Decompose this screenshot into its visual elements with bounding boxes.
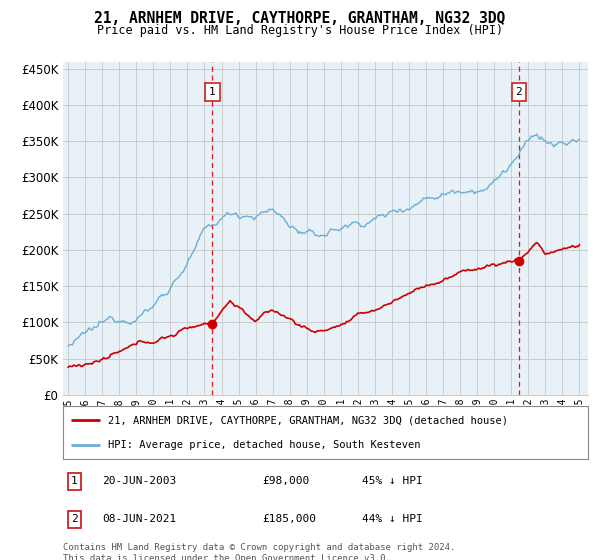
Text: Price paid vs. HM Land Registry's House Price Index (HPI): Price paid vs. HM Land Registry's House … (97, 24, 503, 36)
Text: £185,000: £185,000 (263, 514, 317, 524)
Text: 08-JUN-2021: 08-JUN-2021 (103, 514, 176, 524)
Text: 2: 2 (71, 514, 77, 524)
Text: 20-JUN-2003: 20-JUN-2003 (103, 477, 176, 487)
Text: 45% ↓ HPI: 45% ↓ HPI (362, 477, 423, 487)
Text: 21, ARNHEM DRIVE, CAYTHORPE, GRANTHAM, NG32 3DQ: 21, ARNHEM DRIVE, CAYTHORPE, GRANTHAM, N… (94, 11, 506, 26)
Text: HPI: Average price, detached house, South Kesteven: HPI: Average price, detached house, Sout… (107, 440, 420, 450)
Text: 1: 1 (71, 477, 77, 487)
Text: £98,000: £98,000 (263, 477, 310, 487)
Text: 1: 1 (209, 87, 216, 97)
Text: Contains HM Land Registry data © Crown copyright and database right 2024.
This d: Contains HM Land Registry data © Crown c… (63, 543, 455, 560)
Text: 21, ARNHEM DRIVE, CAYTHORPE, GRANTHAM, NG32 3DQ (detached house): 21, ARNHEM DRIVE, CAYTHORPE, GRANTHAM, N… (107, 416, 508, 426)
Text: 44% ↓ HPI: 44% ↓ HPI (362, 514, 423, 524)
Text: 2: 2 (515, 87, 522, 97)
